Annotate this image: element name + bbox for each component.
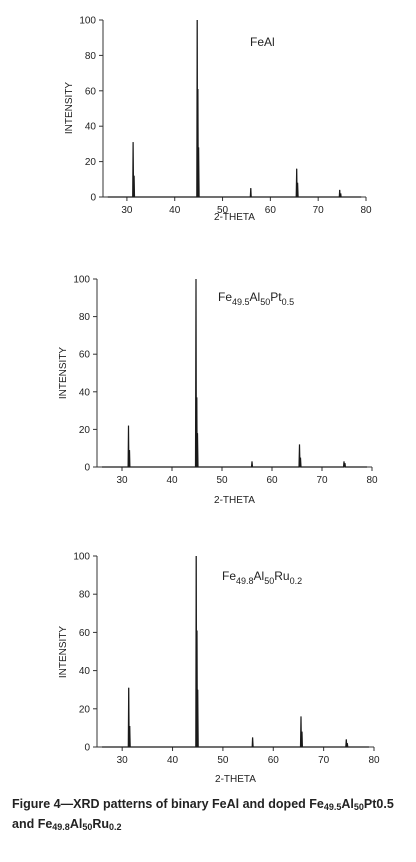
caption-text: Al (69, 817, 83, 831)
y-tick-label: 20 (79, 425, 91, 436)
y-axis-label: INTENSITY (58, 347, 69, 400)
x-tick-label: 40 (169, 205, 181, 216)
x-tick-label: 70 (318, 755, 330, 766)
caption-subscript: 49.8 (52, 822, 70, 832)
y-tick-label: 0 (90, 193, 96, 204)
xrd-chart-svg-2: 0 20 40 60 80 100 30 40 50 60 70 80 2-THETA INTENSITY… (58, 275, 378, 507)
sample-label-part: Pt (270, 290, 282, 304)
x-tick-label: 60 (266, 475, 278, 486)
xrd-chart-svg-3: 0 20 40 60 80 100 30 40 50 60 70 80 2-THETA INTENSITY… (58, 552, 380, 786)
y-tick-label: 40 (85, 122, 97, 133)
x-tick-label: 40 (167, 755, 179, 766)
y-tick-label: 40 (79, 387, 91, 398)
sample-label-part: Ru (274, 569, 289, 583)
y-tick-label: 80 (79, 312, 91, 323)
x-tick-label: 70 (316, 475, 328, 486)
x-tick-label: 30 (116, 475, 128, 486)
x-tick-label: 30 (121, 205, 133, 216)
caption-text: Figure 4—XRD patterns of binary FeAl and… (12, 797, 324, 811)
y-axis-label: INTENSITY (58, 626, 69, 679)
x-axis-label: 2-THETA (214, 212, 255, 223)
xrd-chart-svg-1: 0 20 40 60 80 100 30 40 50 60 70 80 2-THETA INTENSITY… (64, 16, 372, 224)
caption-subscript: 49.5 (323, 802, 342, 812)
x-tick-label: 60 (265, 205, 277, 216)
xrd-chart-feal: 0 20 40 60 80 100 30 40 50 60 70 80 2-THETA INTENSITY… (0, 0, 416, 260)
x-tick-label: 70 (313, 205, 325, 216)
y-tick-label: 100 (73, 275, 90, 286)
y-tick-label: 80 (79, 590, 91, 601)
xrd-pattern-line (107, 19, 362, 198)
caption-subscript: 50 (82, 822, 93, 832)
y-tick-label: 60 (79, 628, 91, 639)
xrd-pattern-line (102, 278, 367, 468)
x-axis-label: 2-THETA (215, 774, 256, 785)
sample-label-part: Al (250, 290, 261, 304)
sample-label: Fe49.5Al50Pt0.5 (218, 290, 294, 307)
y-tick-label: 100 (73, 552, 90, 563)
x-tick-label: 50 (217, 755, 229, 766)
y-tick-label: 40 (79, 666, 91, 677)
x-tick-label: 80 (366, 475, 378, 486)
caption-text: Pt0.5 and Fe (12, 797, 394, 831)
sample-label-subscript: 49.8 (236, 576, 254, 586)
sample-label-subscript: 50 (264, 576, 274, 586)
y-axis-label: INTENSITY (64, 82, 75, 135)
sample-label-part: Fe (218, 290, 232, 304)
xrd-chart-fealpt: 0 20 40 60 80 100 30 40 50 60 70 80 2-THETA INTENSITY… (0, 265, 416, 525)
y-tick-label: 60 (85, 86, 97, 97)
sample-label-part: FeAl (250, 35, 275, 49)
sample-label: Fe49.8Al50Ru0.2 (222, 569, 302, 586)
sample-label-subscript: 50 (260, 297, 270, 307)
x-tick-label: 50 (216, 475, 228, 486)
x-tick-label: 30 (117, 755, 129, 766)
y-tick-label: 80 (85, 51, 97, 62)
sample-label-subscript: 0.5 (282, 297, 295, 307)
y-tick-label: 60 (79, 350, 91, 361)
x-tick-label: 80 (360, 205, 372, 216)
sample-label: FeAl (250, 35, 275, 49)
caption-text: Ru (92, 817, 110, 831)
x-tick-label: 80 (368, 755, 380, 766)
sample-label-part: Al (254, 569, 265, 583)
sample-label-subscript: 49.5 (232, 297, 250, 307)
x-axis-label: 2-THETA (214, 495, 255, 506)
y-tick-label: 20 (79, 704, 91, 715)
x-tick-label: 50 (217, 205, 229, 216)
y-tick-label: 20 (85, 157, 97, 168)
x-tick-label: 60 (268, 755, 280, 766)
caption-subscript: 50 (353, 802, 364, 812)
sample-label-part: Fe (222, 569, 236, 583)
y-tick-label: 0 (84, 743, 90, 754)
sample-label-subscript: 0.2 (290, 576, 303, 586)
x-tick-label: 40 (166, 475, 178, 486)
y-tick-label: 0 (84, 463, 90, 474)
caption-text: Al (341, 797, 354, 811)
figure-caption: Figure 4—XRD patterns of binary FeAl and… (12, 796, 408, 836)
caption-subscript: 0.2 (109, 822, 122, 832)
xrd-chart-fealru: 0 20 40 60 80 100 30 40 50 60 70 80 2-THETA INTENSITY… (0, 540, 416, 800)
y-tick-label: 100 (79, 16, 96, 27)
